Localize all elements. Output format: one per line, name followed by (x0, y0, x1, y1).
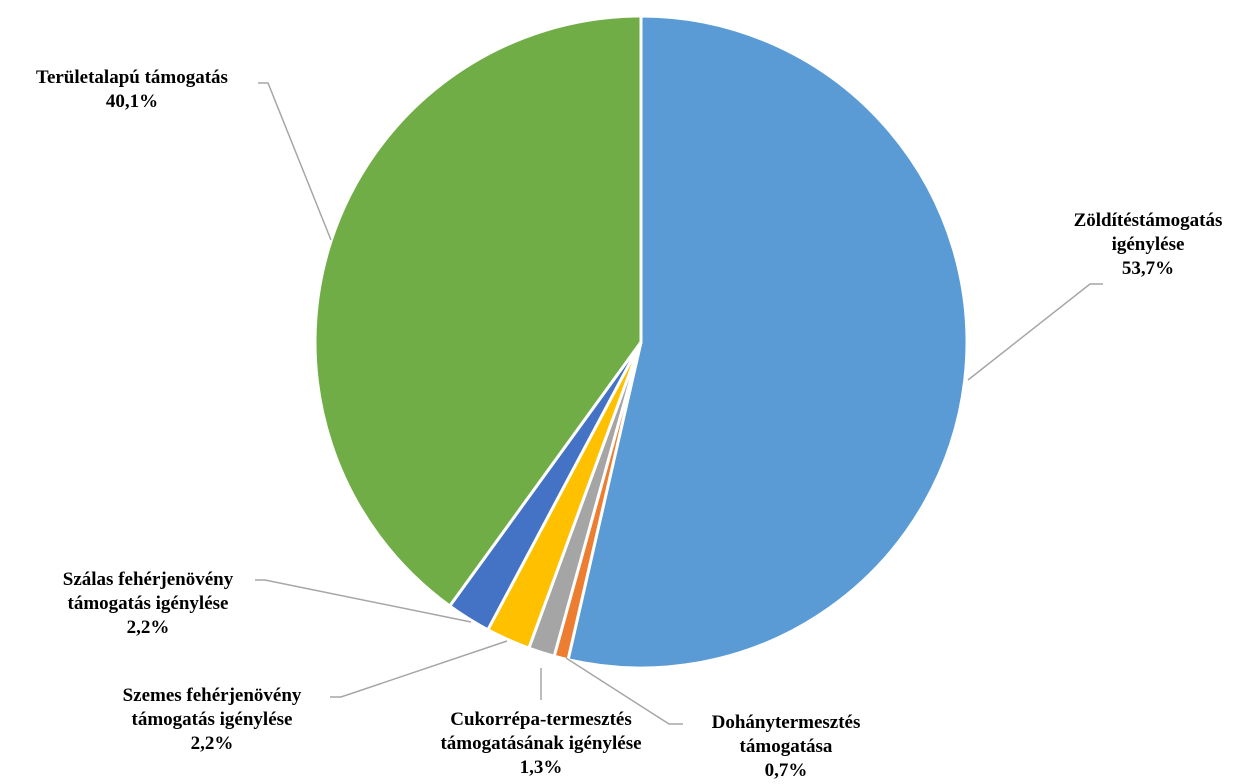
slice-label: Területalapú támogatás 40,1% (36, 67, 228, 112)
slice-label: Szemes fehérjenövény támogatás igénylése 2… (123, 685, 302, 754)
leader-line (258, 82, 332, 241)
slice-label: Zöldítéstámogatás igénylése 53,7% (1074, 210, 1223, 279)
slice-category-label: támogatás igénylése (132, 709, 293, 730)
slice-category-label: Zöldítéstámogatás (1074, 210, 1223, 231)
slice-label: Cukorrépa-termesztés támogatásának igényl… (440, 709, 641, 778)
slice-category-label: Cukorrépa-termesztés (450, 709, 631, 730)
slice-labels: Zöldítéstámogatás igénylése 53,7% Dohányter… (36, 67, 1222, 781)
slice-value-label: 53,7% (1122, 258, 1174, 279)
slice-category-label: támogatása (740, 736, 833, 757)
leader-line (255, 579, 472, 623)
leader-lines (255, 82, 1103, 725)
slice-category-label: Dohánytermesztés (712, 712, 861, 733)
leader-line (967, 283, 1103, 381)
slice-category-label: támogatásának igénylése (440, 733, 641, 754)
slice-value-label: 40,1% (106, 91, 158, 112)
leader-line (330, 640, 508, 698)
slice-label: Dohánytermesztés támogatása 0,7% (712, 712, 861, 781)
pie-slice (566, 14, 969, 670)
pie-slice (313, 14, 643, 609)
slice-category-label: Területalapú támogatás (36, 67, 228, 88)
slice-category-label: igénylése (1112, 234, 1185, 255)
slice-category-label: támogatás igénylése (68, 593, 229, 614)
slice-label: Szálas fehérjenövény támogatás igénylése 2… (63, 569, 234, 638)
slice-value-label: 0,7% (765, 760, 808, 781)
slice-value-label: 2,2% (127, 617, 170, 638)
slice-category-label: Szálas fehérjenövény (63, 569, 234, 590)
pie-slices (313, 14, 969, 670)
slice-category-label: Szemes fehérjenövény (123, 685, 302, 706)
slice-value-label: 1,3% (520, 757, 563, 778)
slice-value-label: 2,2% (191, 733, 234, 754)
leader-line (565, 657, 683, 725)
